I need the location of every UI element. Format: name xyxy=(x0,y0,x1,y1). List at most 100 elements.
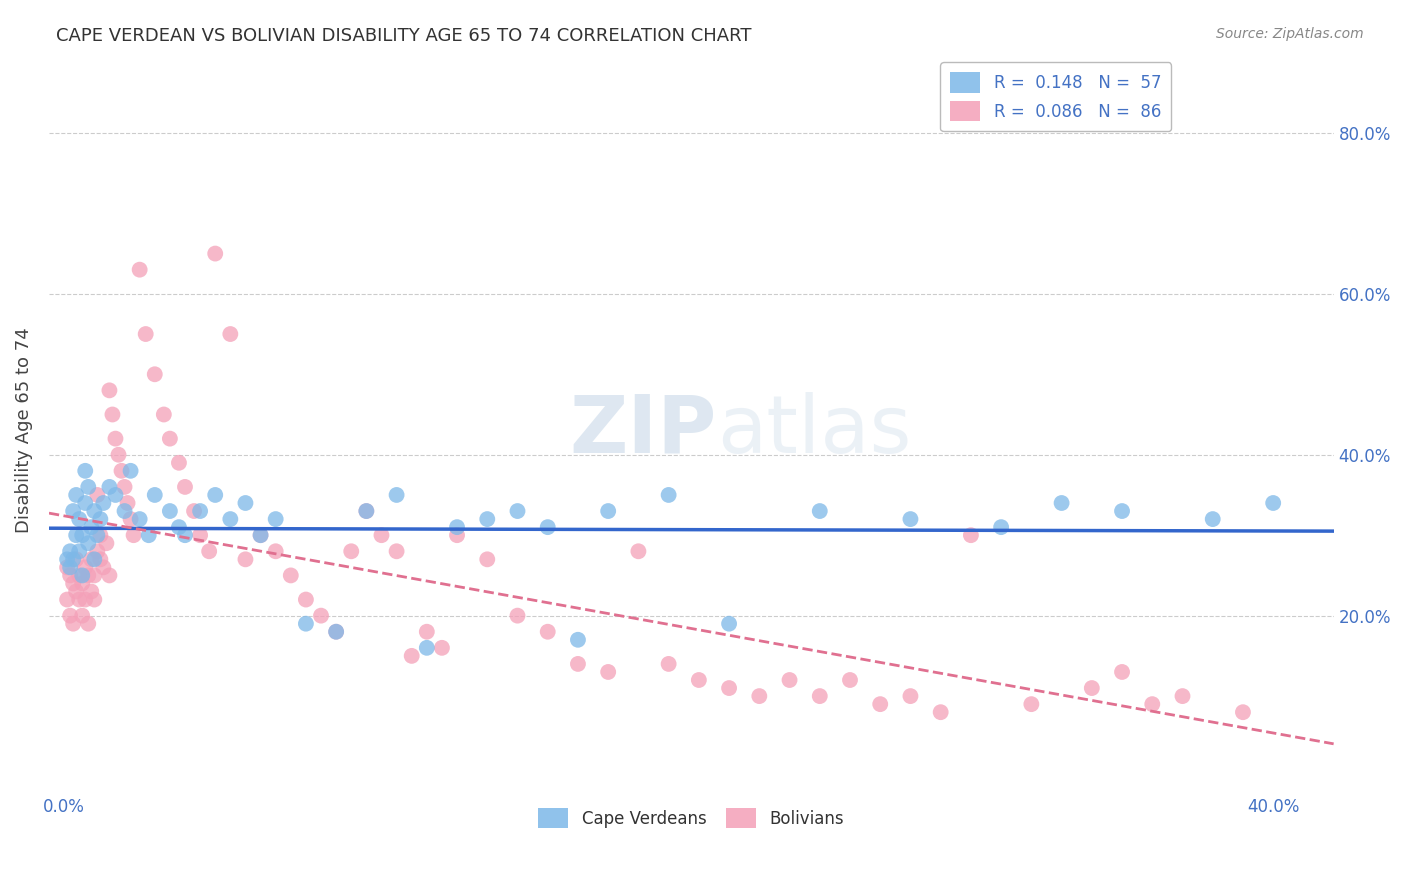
Point xyxy=(128,262,150,277)
Point xyxy=(340,544,363,558)
Point xyxy=(219,512,242,526)
Point xyxy=(83,504,105,518)
Point xyxy=(1171,689,1194,703)
Point xyxy=(598,665,620,679)
Point xyxy=(779,673,801,687)
Point xyxy=(1050,496,1073,510)
Point xyxy=(59,544,82,558)
Point xyxy=(356,504,378,518)
Point xyxy=(80,552,103,566)
Point xyxy=(77,616,100,631)
Point xyxy=(77,536,100,550)
Point xyxy=(204,488,226,502)
Legend: Cape Verdeans, Bolivians: Cape Verdeans, Bolivians xyxy=(531,801,851,835)
Point xyxy=(83,552,105,566)
Point xyxy=(77,568,100,582)
Point xyxy=(159,432,181,446)
Point xyxy=(658,488,681,502)
Point xyxy=(120,464,142,478)
Point xyxy=(174,480,197,494)
Point xyxy=(204,246,226,260)
Point xyxy=(104,488,127,502)
Point xyxy=(627,544,650,558)
Point xyxy=(446,520,468,534)
Y-axis label: Disability Age 65 to 74: Disability Age 65 to 74 xyxy=(15,327,32,533)
Point xyxy=(688,673,710,687)
Point xyxy=(537,520,560,534)
Point xyxy=(249,528,271,542)
Point xyxy=(138,528,160,542)
Point xyxy=(62,616,84,631)
Point xyxy=(107,448,129,462)
Point xyxy=(385,488,408,502)
Point xyxy=(62,504,84,518)
Point xyxy=(75,560,97,574)
Point xyxy=(325,624,347,639)
Point xyxy=(416,624,439,639)
Point xyxy=(80,584,103,599)
Point xyxy=(839,673,862,687)
Point xyxy=(183,504,205,518)
Point xyxy=(83,568,105,582)
Point xyxy=(67,544,90,558)
Point xyxy=(718,681,741,695)
Point xyxy=(93,496,115,510)
Point xyxy=(70,576,93,591)
Point xyxy=(1202,512,1225,526)
Point xyxy=(960,528,983,542)
Point xyxy=(75,464,97,478)
Point xyxy=(309,608,332,623)
Point xyxy=(1142,697,1164,711)
Point xyxy=(143,368,166,382)
Point xyxy=(70,528,93,542)
Point xyxy=(264,544,287,558)
Point xyxy=(1232,705,1254,719)
Point xyxy=(748,689,770,703)
Point xyxy=(98,480,121,494)
Point xyxy=(159,504,181,518)
Point xyxy=(235,552,257,566)
Point xyxy=(86,544,108,558)
Point xyxy=(65,552,87,566)
Point xyxy=(101,408,124,422)
Point xyxy=(98,568,121,582)
Point xyxy=(506,608,529,623)
Point xyxy=(122,528,145,542)
Point xyxy=(477,512,499,526)
Point xyxy=(70,568,93,582)
Point xyxy=(56,592,79,607)
Point xyxy=(65,528,87,542)
Point xyxy=(67,568,90,582)
Point xyxy=(198,544,221,558)
Text: atlas: atlas xyxy=(717,392,911,469)
Point xyxy=(167,520,190,534)
Point xyxy=(537,624,560,639)
Point xyxy=(900,689,922,703)
Point xyxy=(325,624,347,639)
Point xyxy=(86,528,108,542)
Point xyxy=(83,592,105,607)
Point xyxy=(114,504,136,518)
Point xyxy=(401,648,423,663)
Point xyxy=(929,705,952,719)
Text: ZIP: ZIP xyxy=(569,392,717,469)
Point xyxy=(167,456,190,470)
Point xyxy=(117,496,139,510)
Point xyxy=(143,488,166,502)
Point xyxy=(153,408,176,422)
Point xyxy=(598,504,620,518)
Point xyxy=(65,488,87,502)
Point xyxy=(249,528,271,542)
Point xyxy=(1111,504,1133,518)
Point xyxy=(89,552,111,566)
Point xyxy=(506,504,529,518)
Point xyxy=(56,560,79,574)
Point xyxy=(900,512,922,526)
Point xyxy=(567,657,589,671)
Point xyxy=(77,480,100,494)
Point xyxy=(1021,697,1043,711)
Point xyxy=(370,528,392,542)
Point xyxy=(128,512,150,526)
Point xyxy=(89,528,111,542)
Point xyxy=(65,584,87,599)
